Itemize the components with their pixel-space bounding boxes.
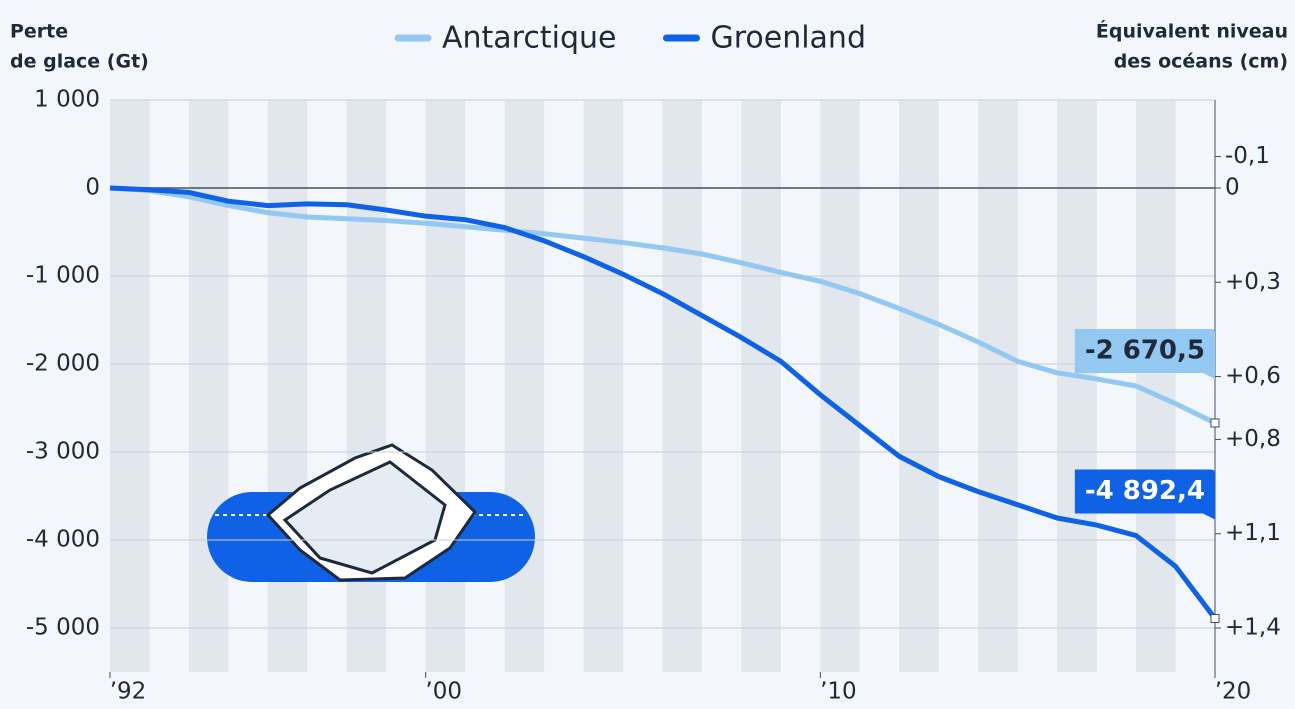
y-tick-label: 0: [85, 175, 100, 201]
y2-tick-label: +0,8: [1225, 426, 1281, 452]
point: [1210, 614, 1220, 624]
year-band: [583, 100, 624, 672]
y-tick-label: -5 000: [26, 615, 100, 641]
series-line: [109, 185, 1217, 621]
y-tick-label: -2 000: [26, 351, 100, 377]
x-tick-label: ’20: [1215, 679, 1252, 705]
year-band: [504, 100, 545, 672]
year-band: [267, 100, 308, 672]
y2-tick-label: 0: [1225, 175, 1240, 201]
year-band: [820, 100, 860, 672]
x-tick-label: ’10: [820, 679, 857, 705]
y2-axis-title: Équivalent niveau: [1096, 20, 1288, 43]
label-box: [1074, 329, 1215, 380]
year-band: [188, 100, 229, 672]
year-band: [346, 100, 387, 672]
year-band: [1057, 100, 1097, 672]
y-axis-title: Perte: [10, 21, 68, 43]
value-label: -4 892,4: [1085, 476, 1205, 506]
x-tick-label: ’00: [425, 679, 462, 705]
y2-axis-title: des océans (cm): [1114, 51, 1288, 73]
y2-tick-label: -0,1: [1225, 143, 1270, 169]
legend-label: Groenland: [710, 21, 866, 56]
point: [1210, 418, 1220, 428]
y-tick-label: -3 000: [26, 439, 100, 465]
y2-tick-label: +1,1: [1225, 520, 1281, 546]
year-band: [1136, 100, 1176, 672]
year-band: [978, 100, 1018, 672]
year-band: [110, 100, 150, 672]
y2-tick-label: +0,6: [1225, 363, 1281, 389]
year-band: [899, 100, 939, 672]
iceberg-icon: [207, 443, 535, 582]
label-box: [1074, 469, 1215, 520]
y-tick-label: -4 000: [26, 527, 100, 553]
y-tick-label: 1 000: [34, 87, 100, 113]
series-line: [109, 185, 1217, 426]
y-axis-title: de glace (Gt): [10, 51, 149, 73]
x-tick-label: ’92: [110, 679, 147, 705]
year-band: [662, 100, 702, 672]
legend-label: Antarctique: [442, 21, 616, 56]
y2-tick-label: +1,4: [1225, 615, 1281, 641]
value-label: -2 670,5: [1085, 336, 1205, 366]
year-band: [425, 100, 466, 672]
y-tick-label: -1 000: [26, 263, 100, 289]
y2-tick-label: +0,3: [1225, 269, 1281, 295]
year-band: [741, 100, 781, 672]
